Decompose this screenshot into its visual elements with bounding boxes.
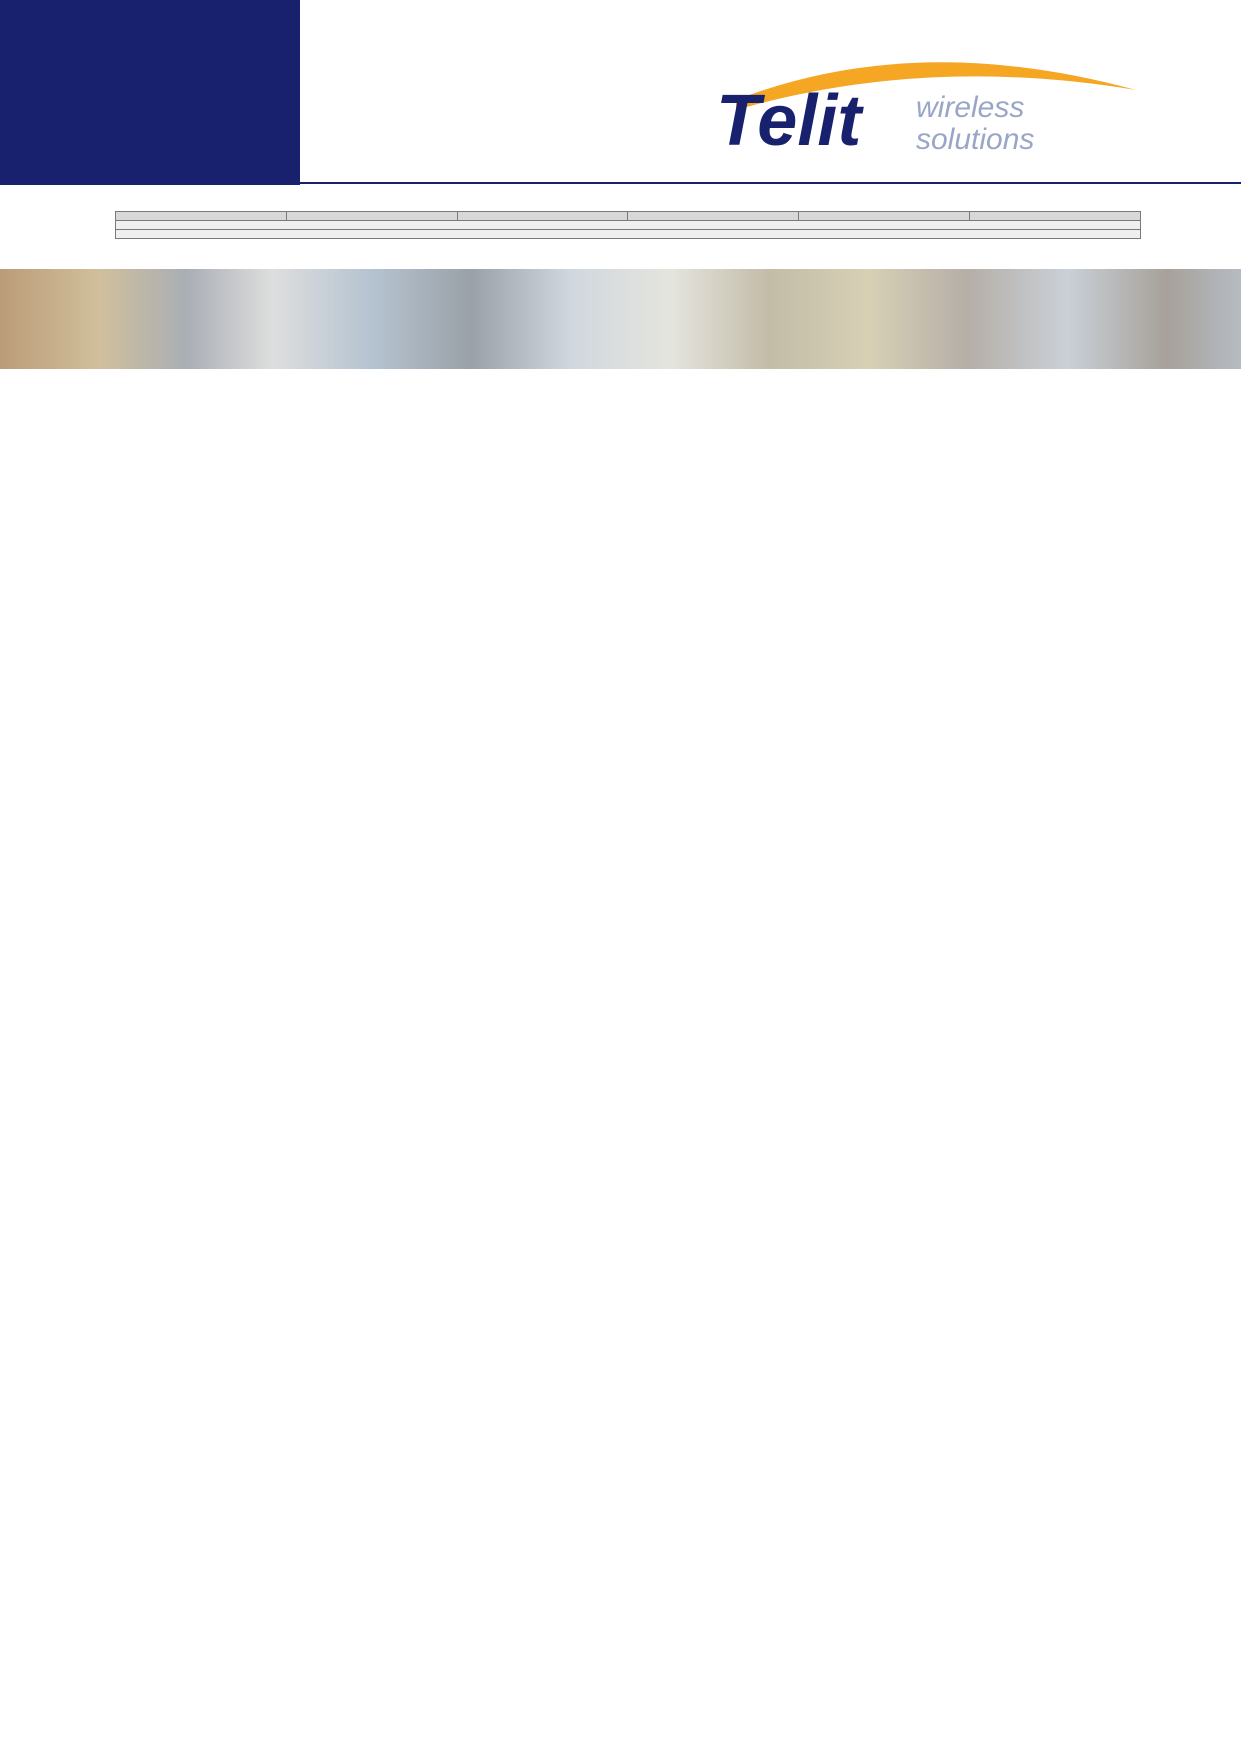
section-reserved [116,230,1141,239]
header-color-block [0,0,300,185]
pin-table [115,211,1141,239]
col-signal [286,212,457,221]
logo-tagline-1: wireless [916,91,1024,124]
header-rule [300,182,1241,184]
section-label [116,230,1141,239]
footer-copyright [0,369,1241,373]
document-title-block [0,185,1241,193]
section-power-supply [116,221,1141,230]
section-label [116,221,1141,230]
telit-logo: Telit wireless solutions [716,55,1146,155]
page-header: Telit wireless solutions [0,0,1241,185]
col-type [970,212,1141,221]
col-pullup [799,212,970,221]
col-ball [116,212,287,221]
table-header-row [116,212,1141,221]
col-io [457,212,628,221]
logo-tagline-2: solutions [916,123,1034,155]
col-function [628,212,799,221]
footer-image-strip [0,269,1241,369]
logo-brand-text: Telit [716,81,864,155]
